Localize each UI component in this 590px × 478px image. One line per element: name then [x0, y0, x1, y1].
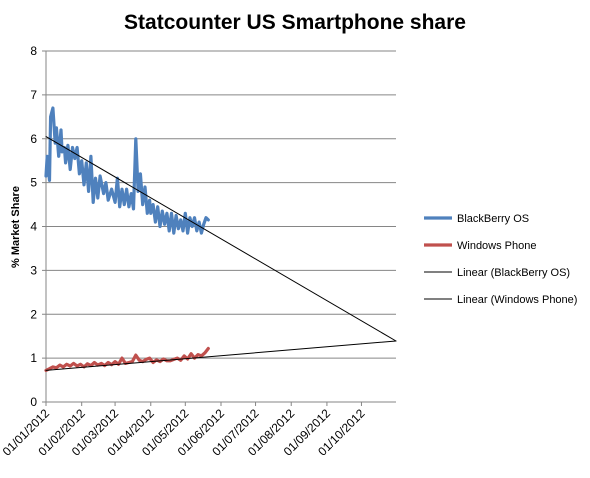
legend: BlackBerry OS Windows Phone Linear (BlackB… — [424, 213, 577, 306]
y-tick-label: 2 — [30, 307, 37, 321]
y-tick-label: 3 — [30, 263, 37, 277]
y-tick-label: 7 — [30, 88, 37, 102]
y-tick-label: 0 — [30, 395, 37, 409]
y-tick-label: 5 — [30, 176, 37, 190]
y-tick-label: 8 — [30, 44, 37, 58]
legend-label: Windows Phone — [457, 240, 537, 252]
series-line-0 — [44, 106, 210, 235]
y-tick-label: 4 — [30, 220, 37, 234]
y-tick-label: 1 — [30, 351, 37, 365]
series-line-1 — [44, 346, 210, 372]
gridlines — [46, 50, 396, 359]
legend-label: Linear (Windows Phone) — [457, 294, 577, 306]
trendline-3 — [45, 340, 397, 371]
y-axis-label: % Market Share — [10, 186, 22, 268]
legend-label: Linear (BlackBerry OS) — [457, 267, 570, 279]
chart-title: Statcounter US Smartphone share — [124, 11, 466, 34]
legend-label: BlackBerry OS — [457, 213, 529, 225]
axes — [42, 50, 396, 406]
tick-labels: 01234567801/01/201201/02/201201/03/20120… — [0, 44, 368, 459]
y-tick-label: 6 — [30, 132, 37, 146]
trendline-2 — [45, 136, 397, 342]
series-lines — [44, 106, 397, 372]
